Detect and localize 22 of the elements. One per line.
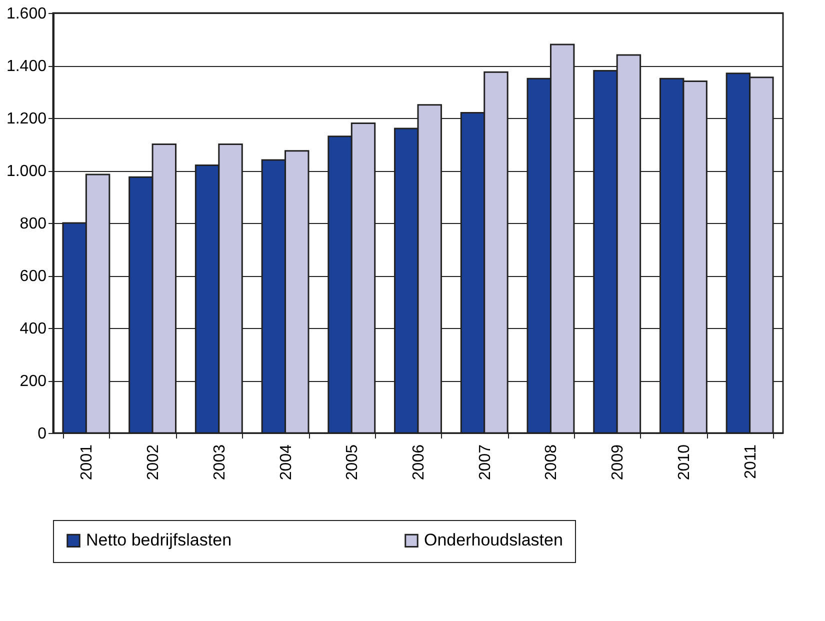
y-tick-label: 800	[20, 216, 47, 232]
y-tick-label: 1.600	[6, 6, 47, 22]
x-tick-label: 2003	[211, 444, 228, 480]
y-tick-label: 1.200	[6, 110, 47, 128]
x-tick-label: 2004	[278, 444, 295, 480]
x-tick-label: 2007	[476, 444, 494, 480]
x-tick-label: 2009	[610, 444, 627, 480]
y-tick-label: 1.400	[6, 58, 47, 75]
x-tick-label: 2005	[344, 444, 362, 480]
x-tick-label: 2010	[676, 444, 693, 480]
y-tick-label: 200	[20, 373, 47, 390]
x-tick-label: 2006	[410, 444, 428, 480]
x-tick-label: 2008	[543, 444, 560, 480]
y-tick-label: 400	[20, 320, 47, 338]
y-tick-label: 1.000	[6, 163, 47, 180]
x-tick-label: 2001	[78, 444, 96, 480]
x-tick-label: 2002	[145, 444, 162, 480]
legend-label: Netto bedrijfslasten	[86, 530, 232, 550]
x-tick-label: 2011	[742, 444, 760, 479]
y-tick-label: 0	[38, 426, 47, 442]
y-tick-label: 600	[20, 268, 47, 285]
legend-label: Onderhoudslasten	[424, 530, 563, 550]
